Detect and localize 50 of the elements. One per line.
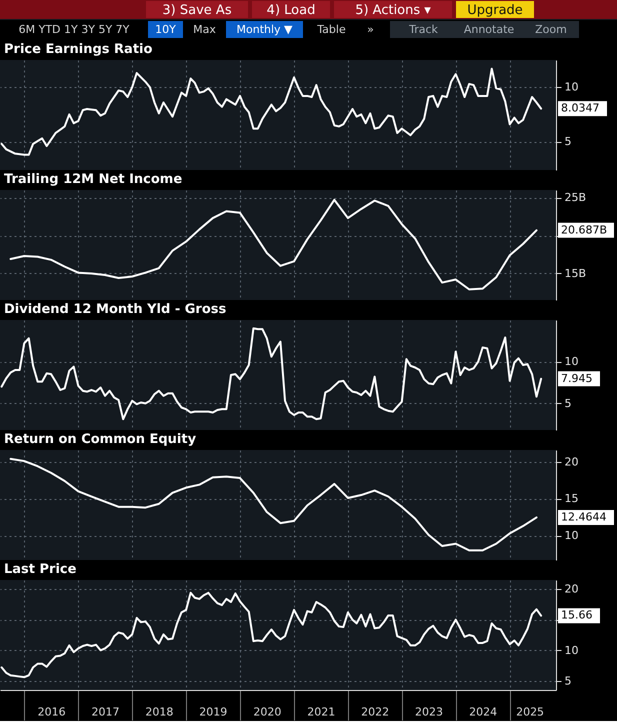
y-tick-label: 10 xyxy=(564,644,578,657)
y-tick-label: 10 xyxy=(564,80,578,94)
text: 3) Save As xyxy=(162,3,232,18)
text: 6M YTD 1Y 3Y 5Y 7Y xyxy=(18,23,130,36)
x-tick-label: 2024 xyxy=(469,706,498,718)
text: Max xyxy=(193,23,216,36)
chart-title: Dividend 12 Month Yld - Gross xyxy=(4,302,226,317)
x-tick-label: 2016 xyxy=(38,706,66,718)
chart-title: Return on Common Equity xyxy=(4,432,197,447)
line-series xyxy=(10,458,538,552)
annotation: 15.66 xyxy=(561,608,592,622)
line-series xyxy=(0,327,542,420)
text: 10Y xyxy=(155,23,176,36)
y-tick-label: 5 xyxy=(564,396,572,410)
text: » xyxy=(367,23,374,36)
annotation: 12.4644 xyxy=(561,510,606,524)
y-tick-label: 5 xyxy=(564,674,572,688)
line-series xyxy=(0,592,542,678)
chart-title: Last Price xyxy=(4,562,77,577)
x-tick-label: 2017 xyxy=(92,706,120,718)
y-tick-label: 15 xyxy=(564,492,578,506)
annotation: 20.687B xyxy=(561,223,608,236)
line-series xyxy=(10,198,538,290)
text: Zoom xyxy=(535,23,567,36)
x-tick-label: 2020 xyxy=(253,706,282,718)
y-tick-label: 10 xyxy=(564,355,578,368)
x-tick-label: 2025 xyxy=(516,706,544,718)
text: 4) Load xyxy=(266,3,316,18)
text: 5) Actions ▾ xyxy=(355,3,432,18)
text: Upgrade xyxy=(467,3,523,18)
chart-title: Trailing 12M Net Income xyxy=(4,172,182,187)
text: Annotate xyxy=(464,23,514,36)
x-tick-label: 2019 xyxy=(199,706,228,718)
text: Track xyxy=(408,23,439,36)
y-tick-label: 25B xyxy=(564,191,586,204)
annotation: 8.0347 xyxy=(561,102,600,115)
annotation: 7.945 xyxy=(561,372,592,385)
x-tick-label: 2022 xyxy=(361,706,390,718)
x-tick-label: 2023 xyxy=(415,706,444,718)
text: Monthly ▼ xyxy=(236,23,294,36)
y-tick-label: 20 xyxy=(564,582,578,596)
x-tick-label: 2021 xyxy=(307,706,336,718)
x-tick-label: 2018 xyxy=(145,706,174,718)
y-tick-label: 15B xyxy=(564,266,586,280)
text: Table xyxy=(316,23,346,36)
y-tick-label: 5 xyxy=(564,135,572,148)
chart-title: Price Earnings Ratio xyxy=(4,42,152,57)
line-series xyxy=(0,68,542,156)
y-tick-label: 10 xyxy=(564,529,578,542)
y-tick-label: 20 xyxy=(564,455,578,468)
